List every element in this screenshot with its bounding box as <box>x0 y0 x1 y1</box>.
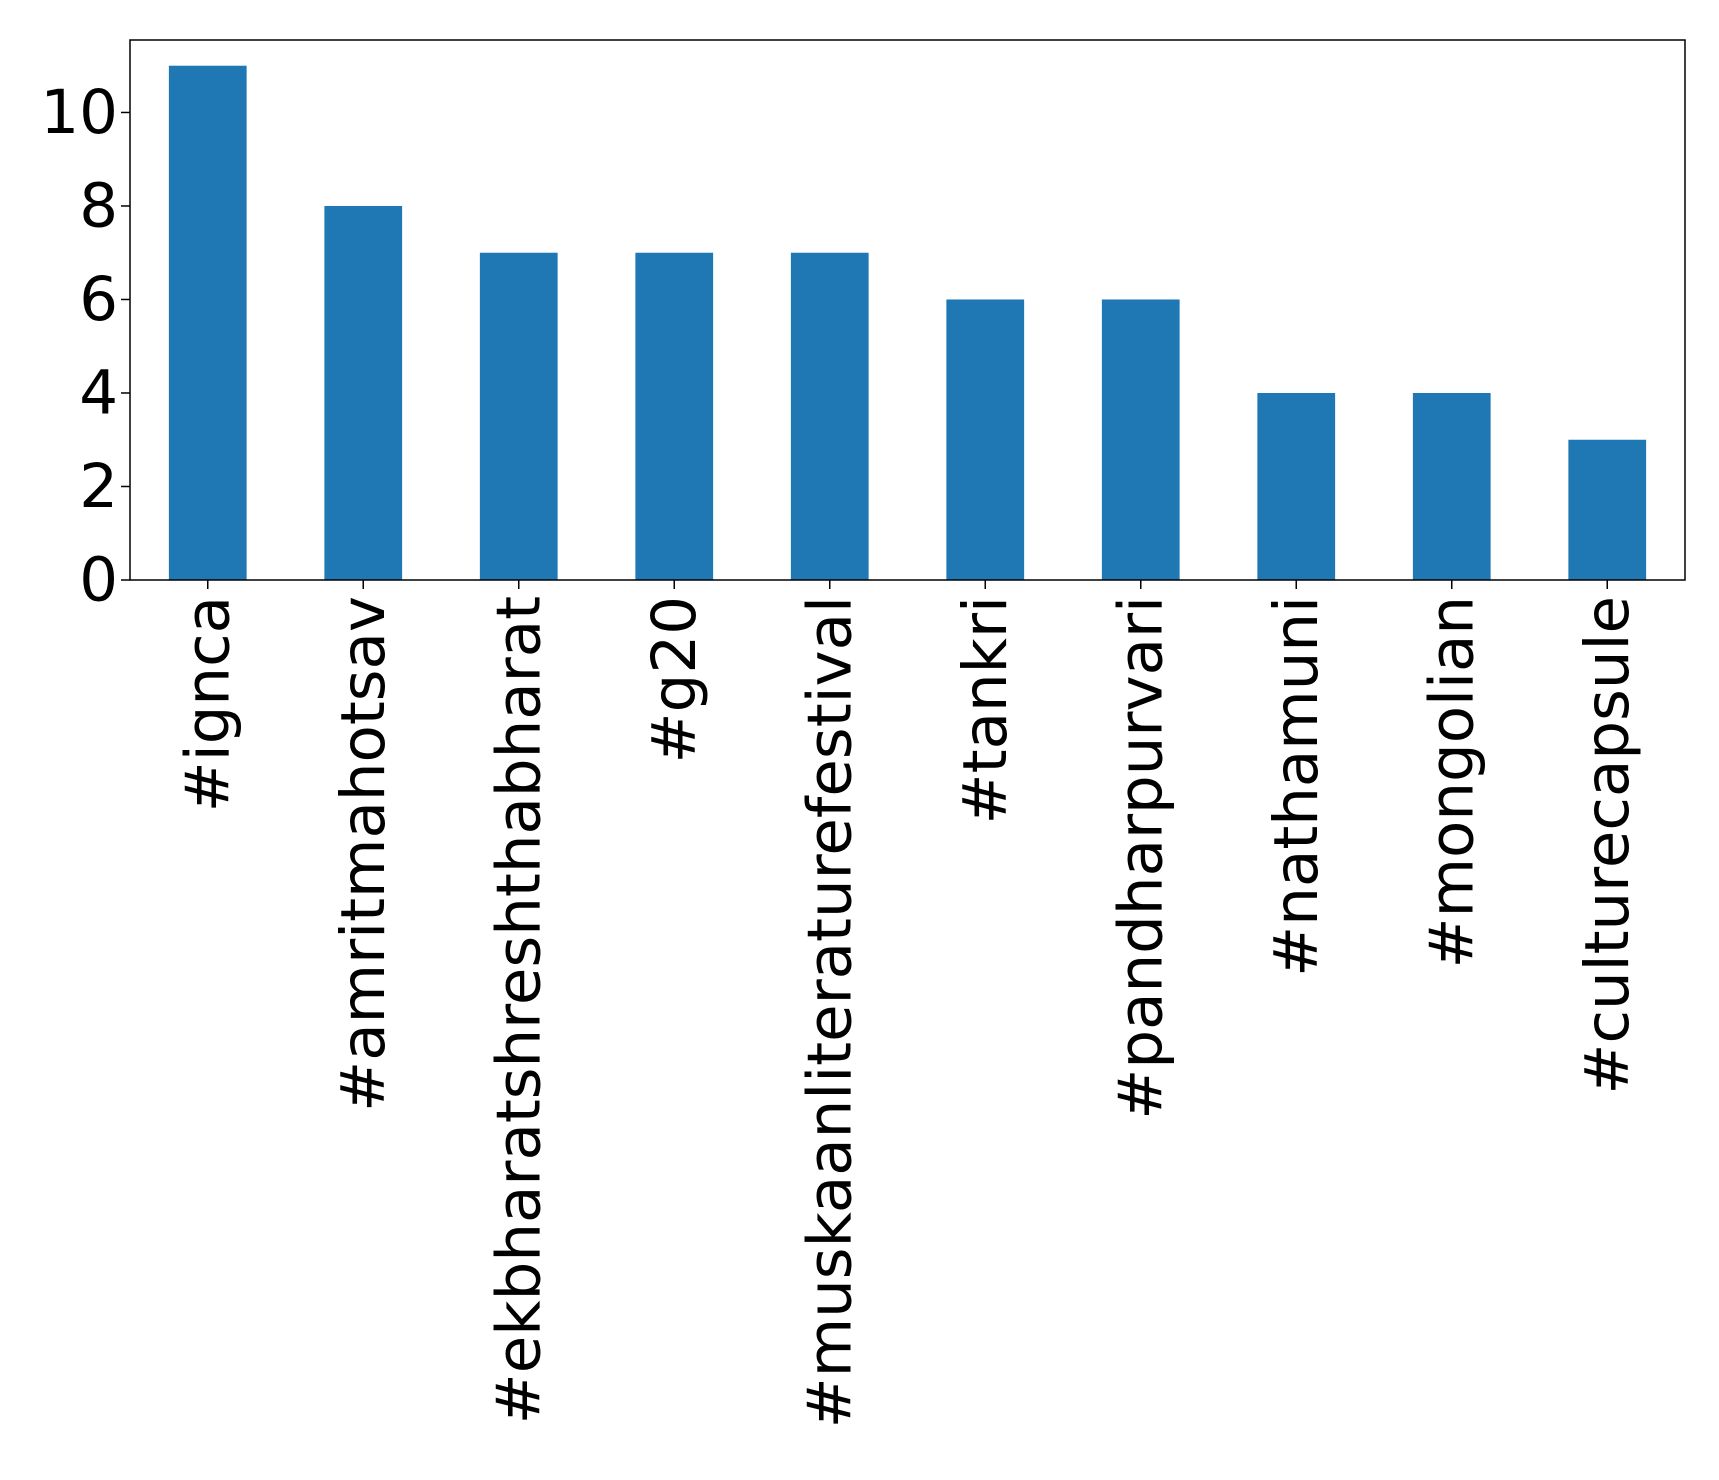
bar <box>1568 439 1647 580</box>
bar <box>790 252 869 580</box>
x-tick-label: #g20 <box>639 596 710 763</box>
plot-frame <box>129 39 1686 581</box>
y-tick-label: 0 <box>79 545 118 616</box>
bar <box>1412 392 1491 580</box>
bar <box>946 299 1025 580</box>
bar <box>324 205 403 580</box>
bar <box>1101 299 1180 580</box>
bar <box>1257 392 1336 580</box>
y-tick-label: 10 <box>40 77 118 148</box>
y-tick-label: 8 <box>79 170 118 241</box>
x-tick-label: #tankri <box>950 596 1021 824</box>
bar <box>479 252 558 580</box>
x-tick-label: #ignca <box>172 596 243 812</box>
y-tick-label: 2 <box>79 451 118 522</box>
bar <box>635 252 714 580</box>
y-axis: 0 2 4 6 8 10 <box>40 77 130 616</box>
x-tick-label: #nathamuni <box>1261 596 1332 977</box>
x-tick-label: #culturecapsule <box>1572 596 1643 1095</box>
y-tick-label: 4 <box>79 357 118 428</box>
bar <box>168 65 247 580</box>
x-tick-label: #ekbharatshreshthabharat <box>483 596 554 1424</box>
x-tick-label: #amritmahotsav <box>328 596 399 1112</box>
x-tick-label: #muskaanliteraturefestival <box>794 596 865 1428</box>
x-tick-label: #pandharpurvari <box>1105 596 1176 1120</box>
x-axis: #ignca #amritmahotsav #ekbharatshreshthabh… <box>172 580 1643 1428</box>
x-tick-label: #mongolian <box>1416 596 1487 969</box>
y-tick-label: 6 <box>79 264 118 335</box>
bars <box>168 65 1647 580</box>
